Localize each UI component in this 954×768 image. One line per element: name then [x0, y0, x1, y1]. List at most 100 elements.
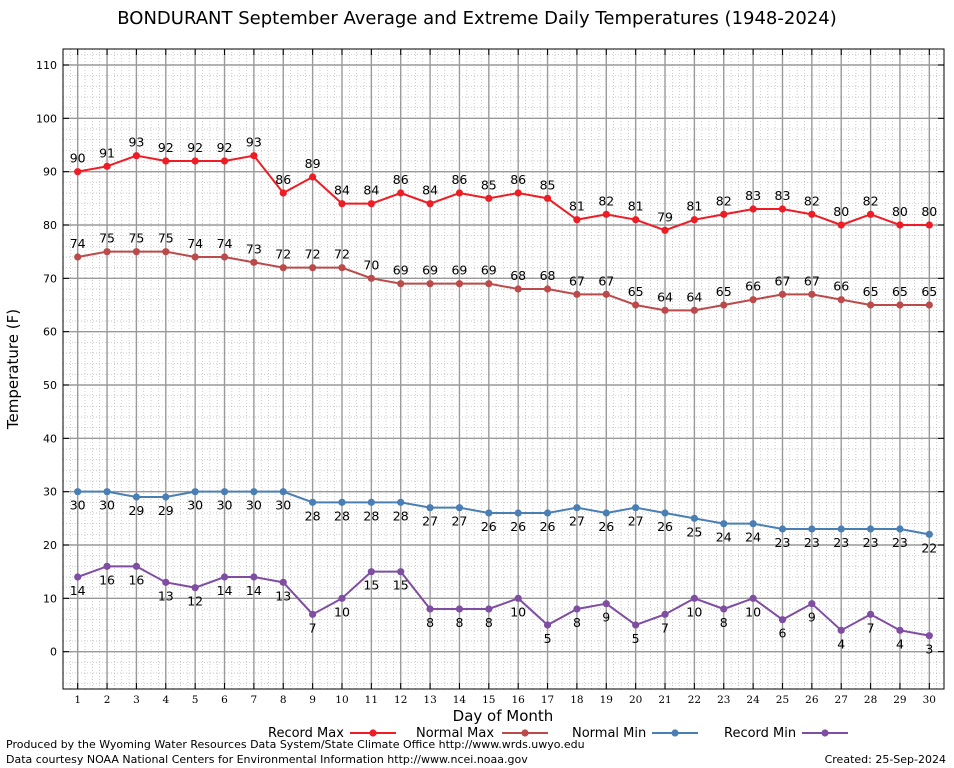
normal-max-value-label: 74 [217, 236, 233, 251]
normal-max-point [896, 301, 904, 309]
record-min-point [309, 610, 317, 618]
x-tick-labels: 1 2 3 4 5 6 7 8 9 10 11 12 13 14 15 16 17 18 19 20 21 22 23 24 2… [74, 694, 936, 706]
record-min-value-label: 14 [217, 583, 233, 598]
record-min-value-label: 8 [426, 615, 434, 630]
record-max-point [866, 210, 875, 218]
normal-max-legend-marker [521, 729, 529, 737]
normal-max-point [426, 280, 434, 288]
y-tick-label: 60 [43, 326, 57, 339]
normal-max-value-label: 69 [422, 263, 438, 278]
normal-max-point [661, 306, 669, 314]
y-tick-label: 0 [50, 646, 57, 659]
normal-max-point [279, 264, 287, 272]
record-min-point [602, 600, 610, 608]
record-min-point [749, 594, 757, 602]
record-min-point [338, 594, 346, 602]
record-min-series: 14 16 16 13 12 14 14 13 7 10 15 15 8 8 8 10 5 8 9 5 7 10 8 10 6 9… [70, 562, 933, 657]
record-min-value-label: 9 [808, 610, 816, 625]
normal-max-value-label: 64 [657, 289, 673, 304]
normal-max-value-label: 68 [510, 268, 526, 283]
plot-frame [62, 48, 945, 690]
footer-data-courtesy: Data courtesy NOAA National Centers for … [6, 753, 528, 766]
normal-min-value-label: 30 [99, 498, 115, 513]
normal-min-value-label: 29 [158, 503, 174, 518]
y-tick-labels: 0 10 20 30 40 50 60 70 80 90 100 110 [36, 59, 57, 659]
record-max-value-label: 83 [775, 188, 791, 203]
record-min-point [191, 584, 199, 592]
normal-min-value-label: 27 [451, 514, 467, 529]
normal-min-value-label: 30 [275, 498, 291, 513]
record-min-point [720, 605, 728, 613]
normal-min-point [720, 520, 728, 528]
record-min-value-label: 3 [925, 642, 933, 657]
normal-max-point [866, 301, 875, 309]
x-tick-label: 19 [600, 694, 613, 706]
normal-max-value-label: 66 [745, 279, 761, 294]
x-tick-label: 9 [309, 694, 316, 706]
record-max-value-label: 82 [804, 193, 820, 208]
normal-min-point [74, 488, 82, 496]
record-max-point [338, 200, 346, 208]
record-max-point [279, 189, 287, 197]
normal-max-value-label: 74 [187, 236, 203, 251]
record-min-point [250, 573, 258, 581]
record-min-point [632, 621, 640, 629]
record-max-value-label: 93 [246, 135, 262, 150]
record-max-value-label: 80 [892, 204, 908, 219]
normal-min-series: 30 30 29 29 30 30 30 30 28 28 28 28 27 27 26 26 26 27 26 27… [70, 488, 937, 555]
normal-max-point [220, 253, 229, 261]
normal-max-value-label: 67 [804, 273, 820, 288]
normal-min-value-label: 30 [187, 498, 203, 513]
normal-max-value-label: 75 [128, 231, 144, 246]
normal-min-point [367, 498, 375, 506]
normal-min-point [397, 498, 405, 506]
record-max-point [397, 189, 405, 197]
record-max-value-label: 80 [833, 204, 849, 219]
record-max-value-label: 81 [628, 199, 644, 214]
x-tick-label: 7 [251, 694, 258, 706]
normal-min-value-label: 26 [657, 519, 673, 534]
normal-min-point [749, 520, 757, 528]
normal-max-point [632, 301, 640, 309]
record-max-value-label: 85 [481, 177, 497, 192]
record-min-value-label: 8 [573, 615, 581, 630]
x-tick-label: 16 [511, 694, 525, 706]
normal-max-value-label: 69 [451, 263, 467, 278]
record-min-value-label: 7 [867, 620, 875, 635]
record-min-point [162, 578, 170, 586]
normal-max-value-label: 73 [246, 241, 262, 256]
normal-max-value-label: 70 [363, 257, 379, 272]
y-tick-label: 20 [43, 539, 57, 552]
record-max-value-label: 86 [451, 172, 467, 187]
normal-max-value-label: 67 [598, 273, 614, 288]
record-min-point [455, 605, 464, 613]
record-min-value-label: 10 [510, 604, 526, 619]
normal-min-value-label: 23 [804, 535, 820, 550]
chart-title: BONDURANT September Average and Extreme … [117, 8, 837, 29]
normal-min-value-label: 30 [246, 498, 262, 513]
normal-max-value-label: 67 [569, 273, 585, 288]
normal-min-point [220, 488, 229, 496]
normal-min-point [250, 488, 258, 496]
x-tick-label: 17 [541, 694, 554, 706]
record-min-value-label: 5 [632, 631, 640, 646]
record-max-point [690, 216, 698, 224]
normal-min-value-label: 26 [598, 519, 614, 534]
record-min-point [690, 594, 698, 602]
record-min-point [485, 605, 493, 613]
record-min-point [426, 605, 434, 613]
normal-max-point [837, 296, 845, 304]
x-tick-label: 14 [453, 694, 467, 706]
y-tick-label: 80 [43, 219, 57, 232]
record-min-value-label: 4 [896, 636, 904, 651]
record-min-value-label: 10 [686, 604, 702, 619]
normal-max-line [77, 250, 930, 312]
normal-min-value-label: 26 [510, 519, 526, 534]
record-min-value-label: 16 [99, 572, 115, 587]
record-max-value-label: 92 [187, 140, 203, 155]
record-min-point [925, 632, 933, 640]
normal-max-point [191, 253, 199, 261]
x-tick-label: 2 [104, 694, 111, 706]
record-min-legend-label: Record Min [724, 726, 796, 741]
normal-min-point [808, 525, 816, 533]
